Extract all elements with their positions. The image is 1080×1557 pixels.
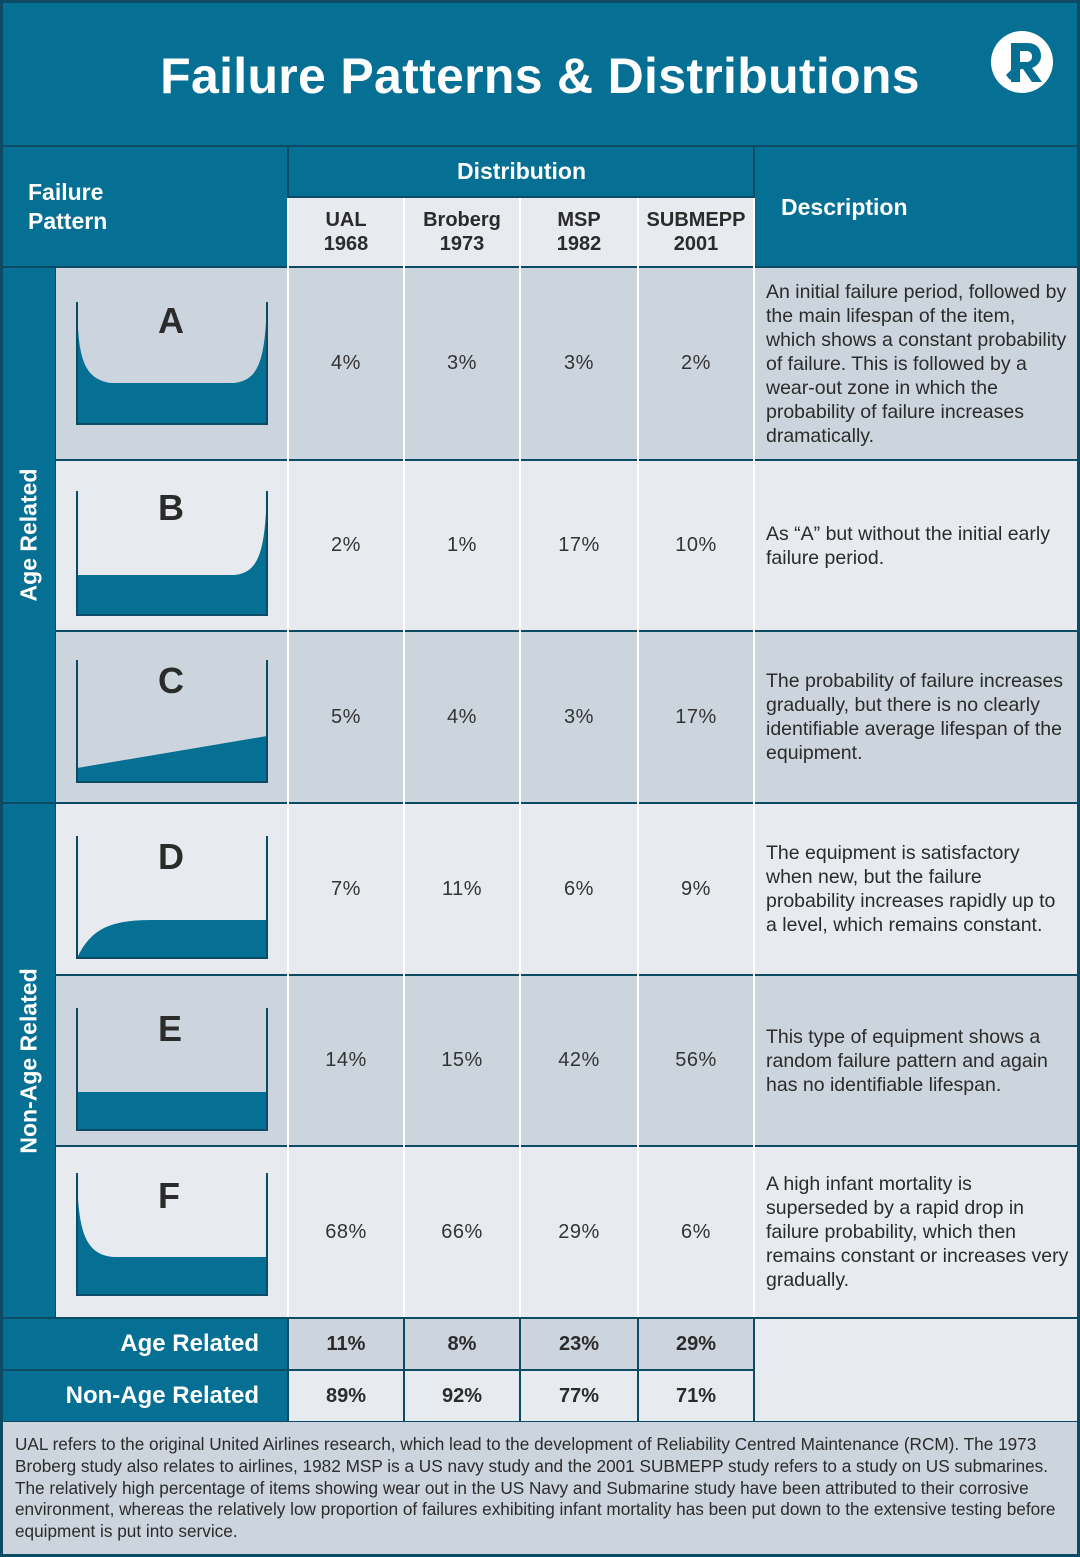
header-bar: Failure Patterns & Distributions <box>3 3 1077 145</box>
bathtub-curve-icon <box>76 302 268 425</box>
value-cell: 9% <box>681 877 711 900</box>
total-cell: 77% <box>521 1371 637 1421</box>
column-divider <box>753 198 755 1317</box>
totals-label-non-age-related: Non-Age Related <box>3 1371 287 1421</box>
value-cell: 3% <box>447 352 477 374</box>
table-row-a: A 4% 3% 3% 2% An initial failure period,… <box>56 268 1077 459</box>
table-row-f: F 68% 66% 29% 6% A high infant mortality… <box>56 1147 1077 1317</box>
pattern-cell-d: D <box>56 804 287 974</box>
pattern-cell-e: E <box>56 976 287 1145</box>
pattern-cell-c: C <box>56 632 287 802</box>
total-cell: 8% <box>405 1319 519 1369</box>
value-cell: 17% <box>558 534 600 556</box>
table-row-e: E 14% 15% 42% 56% This type of equipment… <box>56 976 1077 1145</box>
table-row-b: B 2% 1% 17% 10% As “A” but without the i… <box>56 461 1077 630</box>
group-label-age-related: Age Related <box>3 268 55 802</box>
description-cell: An initial failure period, followed by t… <box>766 280 1067 447</box>
logo-icon <box>991 31 1053 93</box>
column-divider <box>403 198 405 1317</box>
total-cell: 89% <box>289 1371 403 1421</box>
col-header-broberg: Broberg 1973 <box>405 198 519 266</box>
total-cell: 71% <box>639 1371 753 1421</box>
total-cell: 23% <box>521 1319 637 1369</box>
failure-pattern-label: Failure Pattern <box>28 179 108 234</box>
value-cell: 7% <box>331 877 361 900</box>
pattern-letter: C <box>158 660 184 701</box>
wear-out-curve-icon <box>76 491 268 616</box>
pattern-cell-f: F <box>56 1147 287 1317</box>
page-title: Failure Patterns & Distributions <box>160 48 920 104</box>
value-cell: 2% <box>681 352 711 374</box>
pattern-letter: B <box>158 487 184 528</box>
table-row-c: C 5% 4% 3% 17% The probability of failur… <box>56 632 1077 802</box>
pattern-cell-a: A <box>56 268 287 459</box>
description-cell: The equipment is satisfactory when new, … <box>766 842 1056 936</box>
pattern-cell-b: B <box>56 461 287 630</box>
value-cell: 14% <box>325 1049 367 1071</box>
value-cell: 10% <box>675 534 717 556</box>
description-cell: This type of equipment shows a random fa… <box>766 1025 1048 1096</box>
footer-note: UAL refers to the original United Airlin… <box>3 1422 1077 1554</box>
value-cell: 56% <box>675 1049 717 1071</box>
value-cell: 4% <box>447 705 477 728</box>
value-cell: 17% <box>675 705 717 728</box>
col-header-msp: MSP 1982 <box>521 198 637 266</box>
value-cell: 42% <box>558 1049 600 1071</box>
value-cell: 68% <box>325 1220 367 1243</box>
value-cell: 3% <box>564 352 594 374</box>
value-cell: 66% <box>441 1220 483 1243</box>
pattern-letter: A <box>158 300 184 341</box>
infant-mortality-curve-icon <box>76 1173 268 1296</box>
description-header <box>755 147 1077 266</box>
failure-pattern-header <box>3 147 287 266</box>
description-label: Description <box>781 194 908 220</box>
value-cell: 6% <box>564 877 594 900</box>
group-label-non-age-related: Non-Age Related <box>3 804 55 1317</box>
pattern-letter: D <box>158 836 184 877</box>
value-cell: 2% <box>331 534 361 556</box>
constant-curve-icon <box>76 1008 268 1131</box>
pattern-letter: F <box>158 1175 180 1216</box>
value-cell: 11% <box>441 877 483 900</box>
column-divider <box>519 198 521 1317</box>
col-header-submepp: SUBMEPP 2001 <box>639 198 753 266</box>
table-row-d: D 7% 11% 6% 9% The equipment is satisfac… <box>56 804 1077 974</box>
total-cell: 29% <box>639 1319 753 1369</box>
description-cell: As “A” but without the initial early fai… <box>766 522 1050 569</box>
value-cell: 5% <box>331 705 361 728</box>
column-divider <box>287 198 289 1317</box>
column-divider <box>637 198 639 1317</box>
pattern-letter: E <box>158 1008 183 1049</box>
value-cell: 6% <box>681 1220 711 1243</box>
totals-blank-cell <box>755 1319 1077 1421</box>
value-cell: 15% <box>441 1049 483 1071</box>
total-cell: 11% <box>289 1319 403 1369</box>
total-cell: 92% <box>405 1371 519 1421</box>
totals-label-age-related: Age Related <box>3 1319 287 1369</box>
col-header-ual: UAL 1968 <box>289 198 403 266</box>
description-cell: A high infant mortality is superseded by… <box>766 1173 1069 1291</box>
early-rise-curve-icon <box>76 836 268 959</box>
value-cell: 1% <box>447 534 477 556</box>
distribution-label: Distribution <box>456 158 587 184</box>
value-cell: 3% <box>564 705 594 728</box>
distribution-header <box>289 147 753 196</box>
value-cell: 4% <box>331 352 361 374</box>
description-cell: The probability of failure increases gra… <box>766 670 1063 764</box>
gradual-increase-curve-icon <box>76 660 268 783</box>
value-cell: 29% <box>558 1220 600 1243</box>
